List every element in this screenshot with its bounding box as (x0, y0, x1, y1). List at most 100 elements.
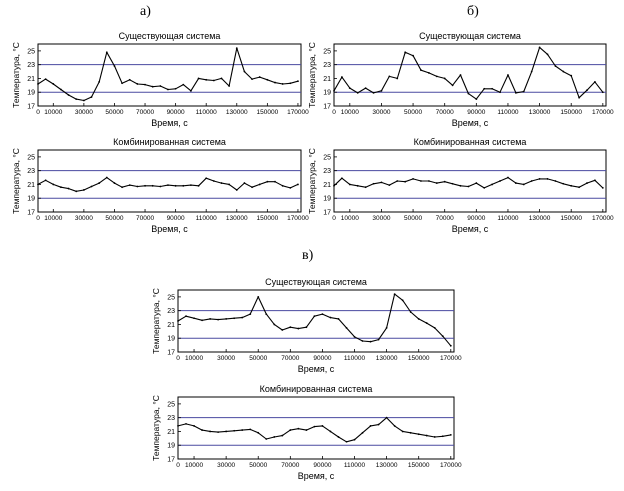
data-point (345, 326, 348, 329)
x-tick-label: 150000 (560, 215, 582, 222)
x-tick-label: 50000 (105, 109, 123, 116)
x-tick-label: 50000 (404, 215, 422, 222)
x-axis-label: Время, с (298, 364, 335, 374)
data-point (121, 82, 123, 85)
data-point (449, 344, 452, 347)
data-point (409, 311, 412, 313)
y-tick-label: 17 (27, 210, 35, 217)
data-point (177, 425, 179, 427)
data-point (451, 84, 454, 87)
data-point (321, 313, 324, 316)
x-tick-label: 170000 (592, 215, 614, 222)
data-point (220, 182, 223, 184)
data-point (265, 313, 268, 316)
y-tick-label: 21 (167, 429, 175, 436)
x-tick-label: 0 (332, 215, 336, 222)
data-point (190, 184, 192, 187)
data-point (201, 429, 203, 431)
data-point (209, 430, 211, 433)
data-point (546, 178, 549, 180)
x-tick-label: 130000 (376, 462, 398, 469)
data-point (249, 313, 252, 316)
data-point (449, 433, 452, 436)
data-point (297, 327, 300, 330)
data-point (385, 326, 388, 329)
data-point (228, 85, 231, 87)
data-point (364, 186, 367, 189)
data-point (409, 431, 412, 434)
data-point (273, 323, 276, 326)
data-point (459, 74, 462, 76)
plot-frame (333, 43, 607, 107)
x-tick-label: 150000 (408, 355, 430, 362)
y-tick-label: 25 (167, 401, 175, 408)
y-tick-label: 23 (27, 62, 35, 69)
data-point (98, 182, 101, 184)
x-tick-label: 70000 (136, 215, 154, 222)
data-point (385, 416, 388, 419)
data-point (401, 430, 404, 433)
data-point (427, 72, 430, 74)
x-tick-label: 170000 (287, 109, 309, 116)
x-tick-label: 10000 (341, 215, 359, 222)
data-point (52, 83, 55, 85)
x-tick-label: 50000 (105, 215, 123, 222)
x-tick-label: 50000 (249, 462, 267, 469)
x-tick-label: 150000 (257, 215, 279, 222)
data-point (601, 186, 604, 189)
data-point (185, 422, 187, 425)
data-point (113, 182, 116, 184)
x-axis-label: Время, с (151, 118, 188, 128)
data-point (249, 428, 252, 431)
chart-a_top: Существующая система 17 19 21 23 25 0 10000 3000… (11, 31, 309, 128)
data-point (265, 438, 268, 440)
x-tick-label: 110000 (196, 215, 218, 222)
data-point (348, 87, 351, 89)
x-tick-label: 130000 (226, 215, 248, 222)
data-point (67, 187, 70, 190)
y-axis-label: Температура, °С (11, 148, 21, 214)
data-point (305, 429, 308, 431)
data-point (75, 190, 78, 193)
x-tick-label: 30000 (372, 215, 390, 222)
plot-frame (37, 43, 302, 107)
data-point (60, 88, 62, 91)
data-point (562, 182, 565, 185)
x-tick-label: 110000 (196, 109, 218, 116)
data-point (151, 184, 154, 187)
data-point (113, 65, 116, 67)
data-point (193, 317, 195, 320)
data-point (333, 184, 335, 187)
data-point (396, 77, 399, 80)
data-point (329, 316, 332, 319)
data-point (507, 176, 509, 179)
data-point (313, 315, 316, 318)
data-point (475, 98, 478, 101)
x-tick-label: 130000 (529, 109, 551, 116)
data-point (341, 76, 343, 78)
data-point (105, 176, 108, 179)
x-tick-label: 10000 (185, 355, 203, 362)
data-point (305, 326, 308, 329)
y-tick-label: 23 (323, 62, 331, 69)
data-point (433, 326, 436, 329)
data-point (105, 51, 108, 54)
plot-frame (37, 149, 302, 213)
data-point (388, 184, 391, 187)
chart-a_bottom: Комбинированная система 17 19 21 23 25 0 10000 3… (11, 137, 309, 234)
data-point (417, 318, 420, 320)
data-point (441, 435, 444, 438)
data-point (281, 184, 284, 187)
x-tick-label: 10000 (185, 462, 203, 469)
data-point (60, 186, 62, 189)
data-point (443, 77, 446, 80)
data-point (412, 54, 414, 57)
chart-c_top: Существующая система 17 19 21 23 25 0 10000 3000… (151, 277, 462, 374)
x-tick-label: 0 (36, 109, 40, 116)
data-point (427, 180, 430, 182)
y-tick-label: 25 (323, 154, 331, 161)
data-point (235, 47, 238, 50)
data-point (475, 182, 478, 184)
data-point (554, 180, 557, 182)
